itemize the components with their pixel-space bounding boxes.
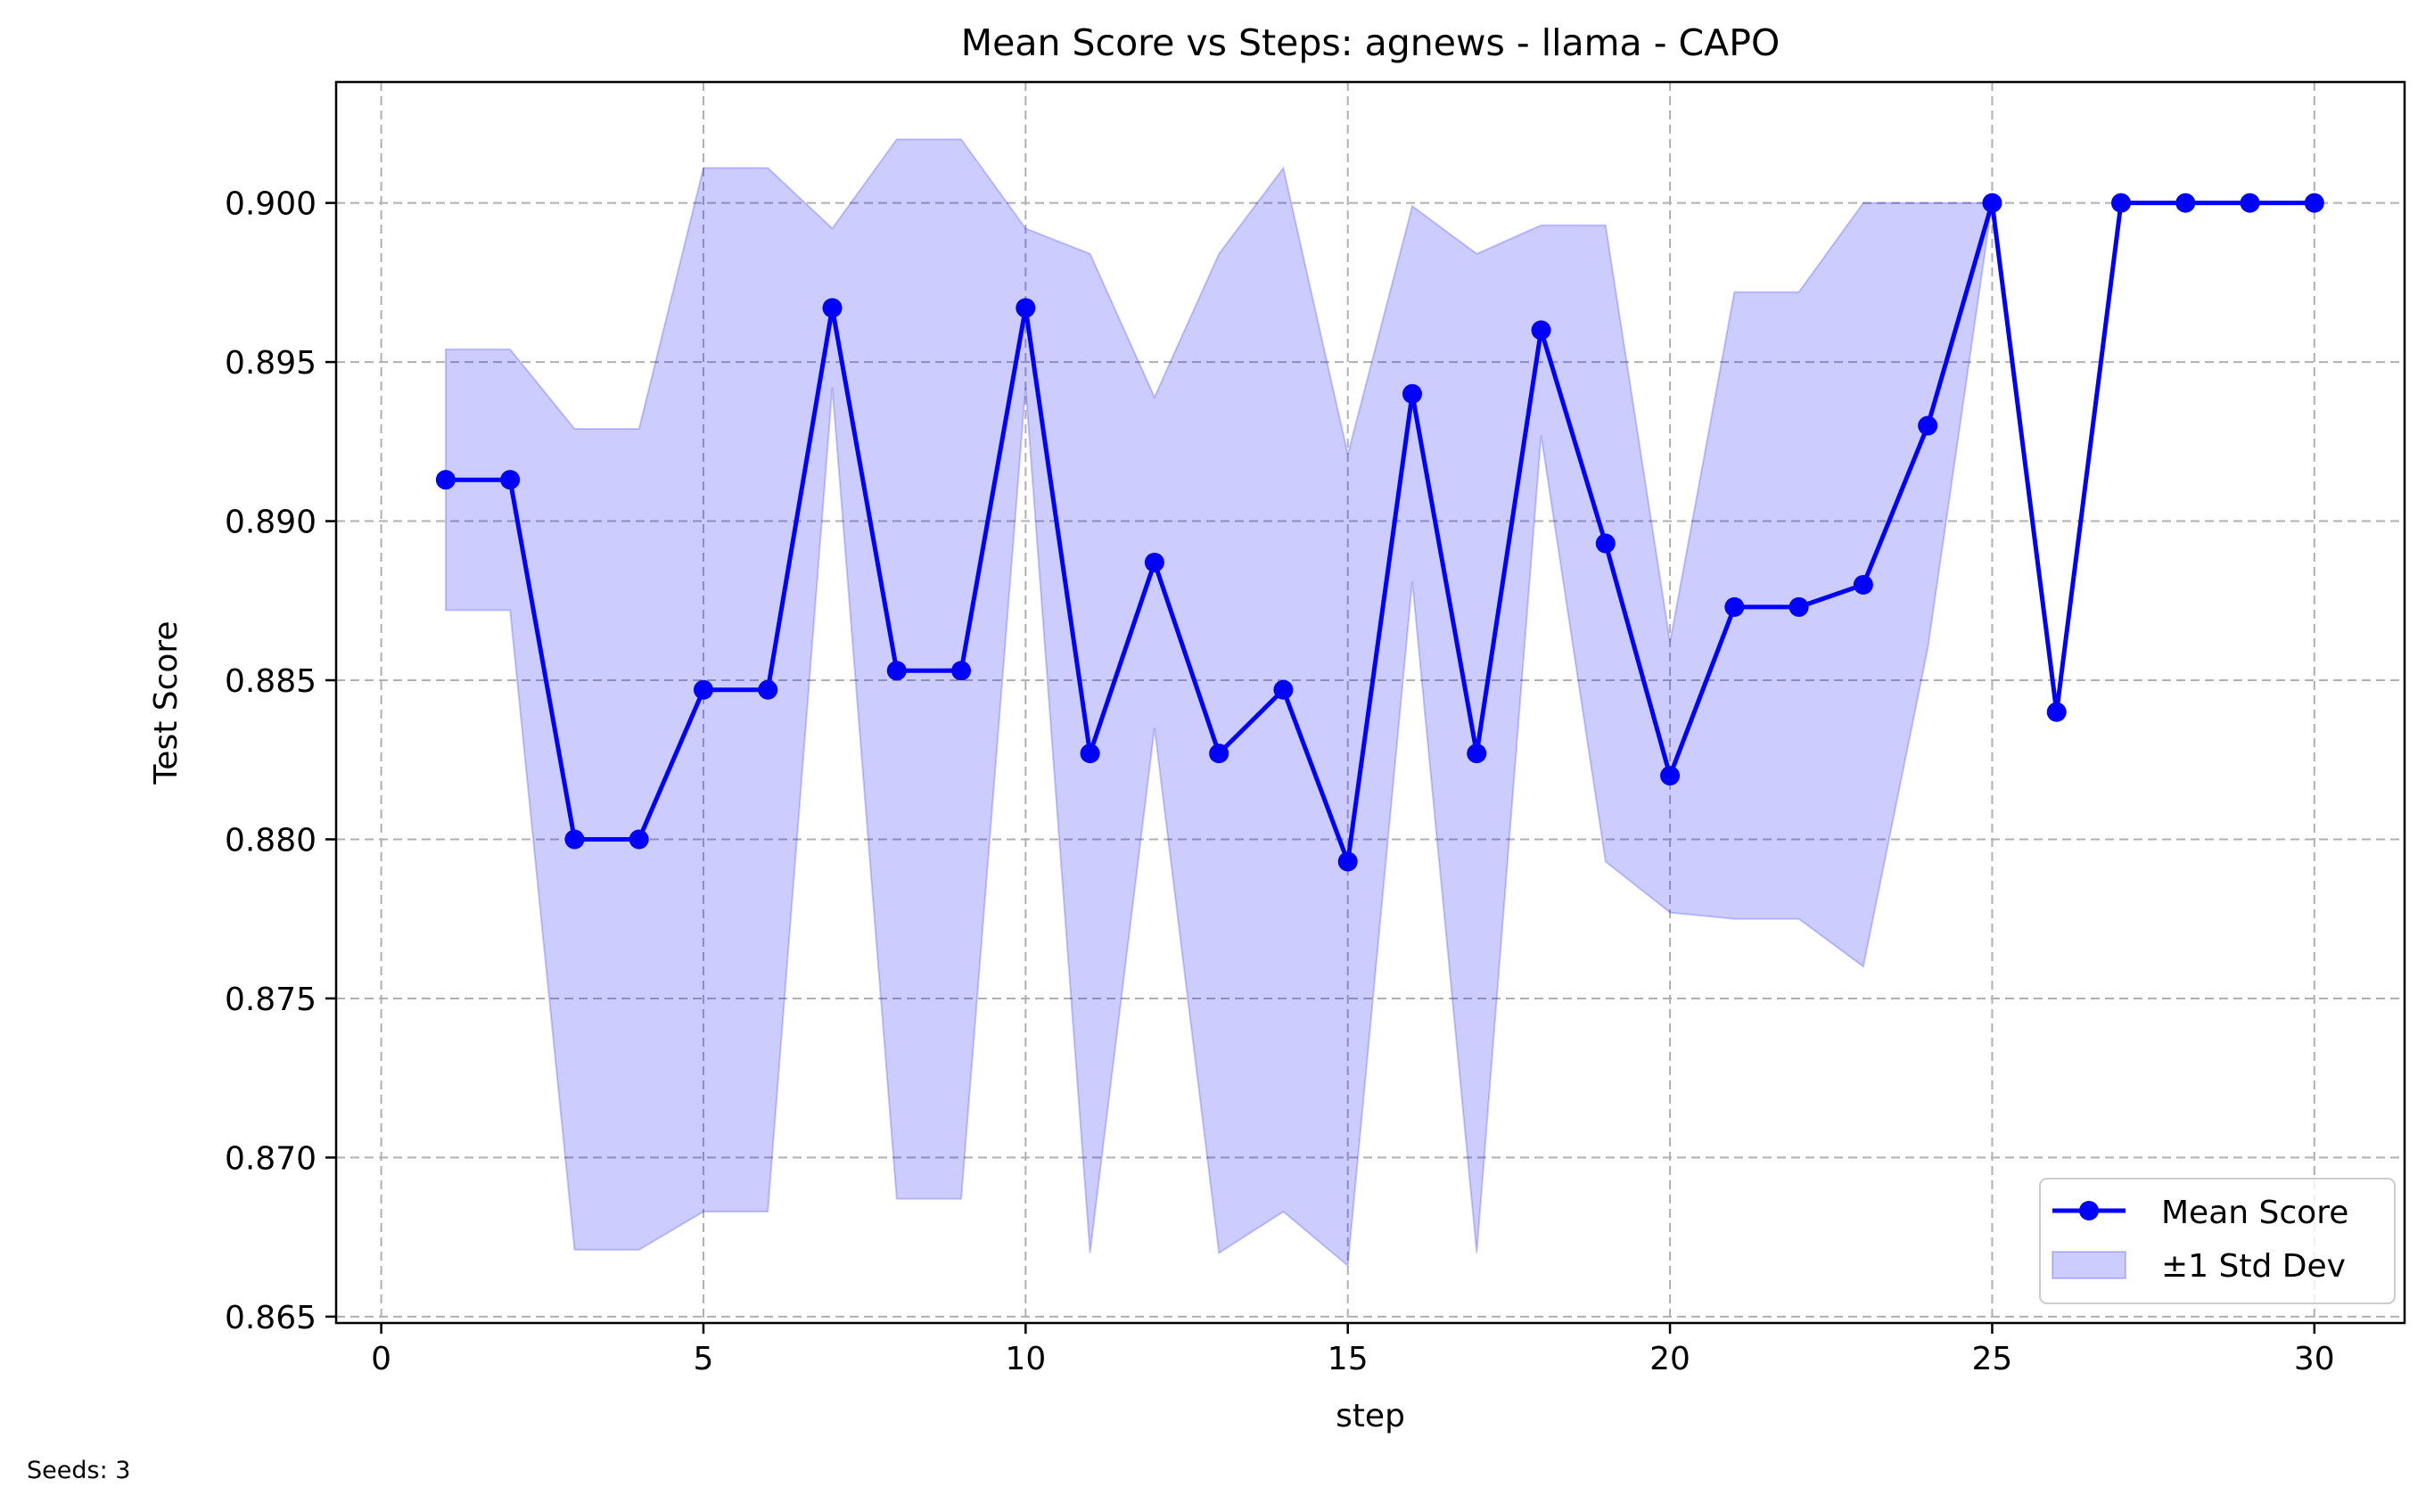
mean-score-point bbox=[2175, 193, 2196, 213]
mean-score-point bbox=[693, 679, 713, 700]
mean-score-line bbox=[445, 201, 2315, 864]
seeds-note: Seeds: 3 bbox=[27, 1457, 131, 1484]
legend-label-mean: Mean Score bbox=[2161, 1195, 2348, 1231]
mean-score-point bbox=[2046, 702, 2067, 722]
mean-score-point bbox=[1337, 851, 1358, 872]
legend-label-std: ±1 Std Dev bbox=[2161, 1248, 2346, 1285]
mean-score-point bbox=[886, 661, 907, 681]
mean-score-point bbox=[2304, 193, 2324, 213]
x-tick-label: 10 bbox=[1005, 1341, 1046, 1377]
x-tick-label: 15 bbox=[1328, 1341, 1369, 1377]
legend-box bbox=[2039, 1178, 2396, 1304]
y-axis-label: Test Score bbox=[148, 620, 185, 785]
mean-score-point bbox=[1982, 193, 2002, 213]
mean-score-point bbox=[822, 298, 843, 318]
mean-score-point bbox=[1531, 320, 1551, 341]
mean-score-point bbox=[1918, 415, 1938, 436]
y-tick-label: 0.865 bbox=[225, 1300, 317, 1336]
x-tick-label: 5 bbox=[694, 1341, 714, 1377]
x-axis-label: step bbox=[1336, 1398, 1405, 1434]
y-tick-label: 0.885 bbox=[225, 663, 317, 700]
mean-score-point bbox=[1144, 552, 1164, 572]
x-axis-ticks: 0 5 10 15 20 25 30 bbox=[371, 1323, 2335, 1377]
mean-score-point bbox=[500, 470, 521, 490]
x-tick-label: 0 bbox=[371, 1341, 391, 1377]
grid-lines bbox=[336, 82, 2405, 1323]
mean-score-point bbox=[1080, 744, 1100, 764]
mean-score-point bbox=[758, 679, 778, 700]
mean-score-point bbox=[629, 829, 649, 850]
legend-band-swatch bbox=[2052, 1251, 2126, 1279]
y-axis-ticks: 0.865 0.870 0.875 0.880 0.885 0.890 0.895 0.900 bbox=[225, 186, 336, 1336]
mean-score-point bbox=[951, 661, 972, 681]
mean-score-point bbox=[1467, 744, 1487, 764]
y-tick-label: 0.900 bbox=[225, 186, 317, 223]
mean-score-point bbox=[1209, 744, 1229, 764]
mean-score-point bbox=[564, 829, 585, 850]
y-tick-label: 0.870 bbox=[225, 1140, 317, 1177]
y-tick-label: 0.880 bbox=[225, 822, 317, 859]
mean-score-point bbox=[1788, 596, 1809, 617]
mean-score-point bbox=[1724, 596, 1745, 617]
mean-score-point bbox=[1660, 766, 1681, 786]
x-tick-label: 30 bbox=[2294, 1341, 2335, 1377]
mean-score-point bbox=[1273, 679, 1294, 700]
chart-title: Mean Score vs Steps: agnews - llama - CA… bbox=[961, 21, 1780, 64]
legend: Mean Score ±1 Std Dev bbox=[2039, 1178, 2396, 1304]
mean-score-point bbox=[2240, 193, 2260, 213]
mean-score-points bbox=[435, 193, 2324, 872]
y-tick-label: 0.875 bbox=[225, 982, 317, 1018]
x-tick-label: 20 bbox=[1649, 1341, 1690, 1377]
mean-score-point bbox=[1016, 298, 1036, 318]
std-dev-band bbox=[444, 138, 1994, 1268]
mean-score-point bbox=[1595, 533, 1616, 554]
mean-score-point bbox=[1853, 574, 1873, 595]
mean-score-point bbox=[1402, 383, 1422, 404]
legend-marker-swatch bbox=[2079, 1201, 2099, 1220]
y-tick-label: 0.890 bbox=[225, 505, 317, 541]
mean-score-point bbox=[435, 470, 456, 490]
mean-score-point bbox=[2110, 193, 2131, 213]
y-tick-label: 0.895 bbox=[225, 345, 317, 382]
x-tick-label: 25 bbox=[1972, 1341, 2013, 1377]
plot-frame bbox=[334, 80, 2406, 1325]
